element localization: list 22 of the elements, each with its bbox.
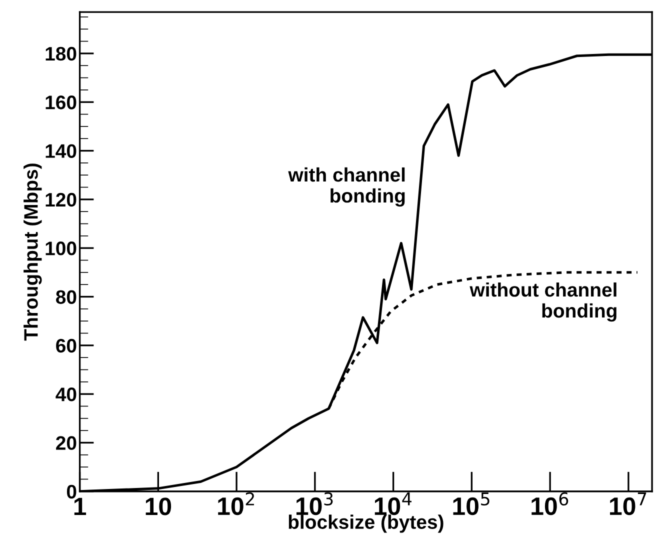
- y-tick-label: 60: [56, 338, 76, 353]
- y-tick-label: 100: [46, 242, 76, 256]
- y-tick-label: 180: [46, 46, 76, 61]
- x-tick-label: 1: [74, 498, 86, 516]
- x-tick-label: 10$^{2}$: [218, 492, 254, 516]
- y-tick-label: 20: [56, 436, 76, 450]
- y-tick-label: 0: [66, 484, 76, 499]
- x-tick-label: 10: [146, 498, 172, 516]
- x-tick-label: 10$^{5}$: [453, 492, 490, 516]
- x-tick-label: 10$^{6}$: [532, 492, 568, 516]
- y-tick-label: 80: [56, 290, 76, 304]
- series-label: with channel bonding: [288, 167, 405, 207]
- x-tick-label: 10$^{4}$: [374, 492, 412, 516]
- x-tick-label: 10$^{7}$: [610, 492, 646, 516]
- series-label: without channel bonding: [470, 282, 616, 322]
- y-axis-title: Throughput (Mbps): [24, 164, 42, 341]
- y-tick-label: 40: [56, 388, 76, 402]
- x-axis-title: blocksize (bytes): [288, 514, 444, 533]
- x-tick-label: 10$^{3}$: [296, 492, 333, 516]
- y-tick-label: 160: [46, 96, 76, 110]
- y-tick-label: 120: [46, 192, 76, 207]
- y-tick-label: 140: [46, 144, 76, 158]
